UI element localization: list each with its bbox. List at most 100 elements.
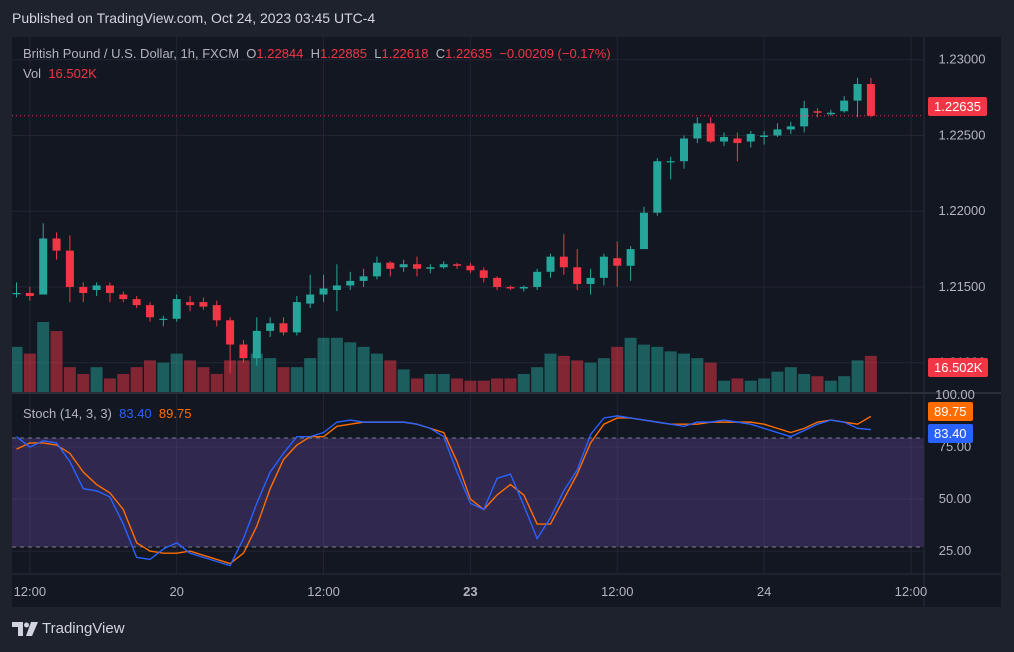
volume-bar	[384, 360, 397, 392]
candle-body	[359, 276, 368, 281]
time-tick-label: 20	[169, 584, 183, 599]
volume-bar	[477, 380, 490, 392]
stoch-label[interactable]: Stoch (14, 3, 3)	[23, 406, 112, 421]
volume-label[interactable]: Vol	[23, 66, 42, 81]
volume-bar	[103, 378, 116, 392]
candle-body	[439, 264, 448, 268]
volume-bar	[90, 367, 103, 392]
volume-bar	[451, 378, 464, 392]
volume-bar	[424, 373, 437, 392]
candle-body	[546, 256, 555, 272]
volume-bar	[397, 369, 410, 392]
time-tick-label: 12:00	[601, 584, 634, 599]
candle-body	[386, 262, 395, 269]
candle-body	[199, 302, 208, 307]
volume-bar	[851, 360, 864, 392]
chart-canvas[interactable]: 1.230001.225001.220001.215001.21000100.0…	[12, 37, 1001, 607]
stoch-tick-label: 50.00	[939, 491, 972, 506]
brand-name[interactable]: TradingView	[42, 620, 125, 637]
volume-bar	[744, 380, 757, 392]
volume-tag: 16.502K	[928, 358, 989, 377]
volume-bar	[437, 373, 450, 392]
volume-bar	[250, 353, 263, 392]
price-tag: 1.22635	[928, 97, 987, 116]
close-value: 1.22635	[445, 46, 493, 61]
candle-body	[826, 112, 835, 115]
candle-body	[25, 293, 34, 297]
candle-body	[186, 302, 195, 306]
volume-bar	[264, 358, 277, 392]
candle-body	[786, 126, 795, 130]
candle-body	[639, 212, 648, 250]
volume-bar	[624, 337, 637, 392]
volume-bar	[330, 337, 343, 392]
chart-legend: British Pound / U.S. Dollar, 1h, FXCM O1…	[23, 46, 611, 61]
candle-body	[479, 270, 488, 278]
volume-bar	[691, 358, 704, 392]
time-tick-label: 24	[757, 584, 771, 599]
candle-body	[252, 330, 261, 359]
low-value: 1.22618	[381, 46, 429, 61]
candle-body	[720, 136, 729, 142]
candle-body	[292, 302, 301, 333]
volume-bars	[12, 322, 877, 392]
candle-body	[159, 318, 168, 320]
volume-bar	[210, 373, 223, 392]
candle-body	[399, 264, 408, 268]
tradingview-logo-icon[interactable]	[12, 621, 38, 636]
stoch-k-line	[16, 415, 871, 567]
volume-bar	[758, 378, 771, 392]
candle-body	[573, 267, 582, 284]
time-tick-label: 12:00	[307, 584, 340, 599]
volume-bar	[517, 373, 530, 392]
time-tick-label: 12:00	[14, 584, 47, 599]
volume-bar	[277, 367, 290, 392]
stoch-tick-label: 100.00	[935, 387, 975, 402]
time-tick-label: 12:00	[895, 584, 928, 599]
volume-bar	[357, 346, 370, 392]
candle-body	[519, 286, 528, 289]
volume-value: 16.502K	[48, 66, 97, 81]
volume-bar	[290, 367, 303, 392]
volume-bar	[824, 380, 837, 392]
volume-bar	[784, 367, 797, 392]
volume-bar	[157, 362, 170, 392]
candle-body	[733, 138, 742, 144]
volume-bar	[50, 331, 63, 392]
volume-bar	[731, 378, 744, 392]
time-tick-label: 23	[463, 584, 477, 599]
volume-bar	[544, 353, 557, 392]
volume-bar	[63, 367, 76, 392]
published-caption: Published on TradingView.com, Oct 24, 20…	[12, 10, 376, 26]
candle-body	[172, 299, 181, 319]
volume-bar	[771, 371, 784, 392]
change-value: −0.00209 (−0.17%)	[499, 46, 611, 61]
symbol-label[interactable]: British Pound / U.S. Dollar, 1h, FXCM	[23, 46, 240, 61]
candle-body	[413, 264, 421, 269]
stoch-tick-label: 25.00	[939, 543, 972, 558]
candle-body	[266, 323, 275, 331]
stoch-lines	[16, 415, 872, 567]
volume-bar	[411, 378, 423, 392]
candle-body	[840, 100, 849, 112]
candle-body	[813, 111, 822, 113]
candle-body	[533, 271, 542, 287]
price-tick-label: 1.21500	[939, 279, 986, 294]
volume-bar	[370, 353, 383, 392]
volume-bar	[651, 346, 664, 392]
candle-body	[453, 264, 462, 266]
candle-body	[680, 138, 688, 162]
candle-body	[653, 161, 662, 213]
stoch-k-tag: 83.40	[928, 424, 973, 443]
price-tick-label: 1.22000	[939, 203, 986, 218]
candle-body	[559, 256, 568, 268]
candle-body	[693, 123, 702, 139]
candle-body	[65, 250, 74, 287]
volume-bar	[317, 337, 330, 392]
candle-body	[613, 258, 622, 266]
candle-body	[853, 83, 862, 101]
candle-body	[105, 285, 114, 294]
candle-body	[226, 320, 235, 345]
chart-frame[interactable]: 1.230001.225001.220001.215001.21000100.0…	[12, 37, 1001, 607]
candle-body	[306, 294, 315, 304]
